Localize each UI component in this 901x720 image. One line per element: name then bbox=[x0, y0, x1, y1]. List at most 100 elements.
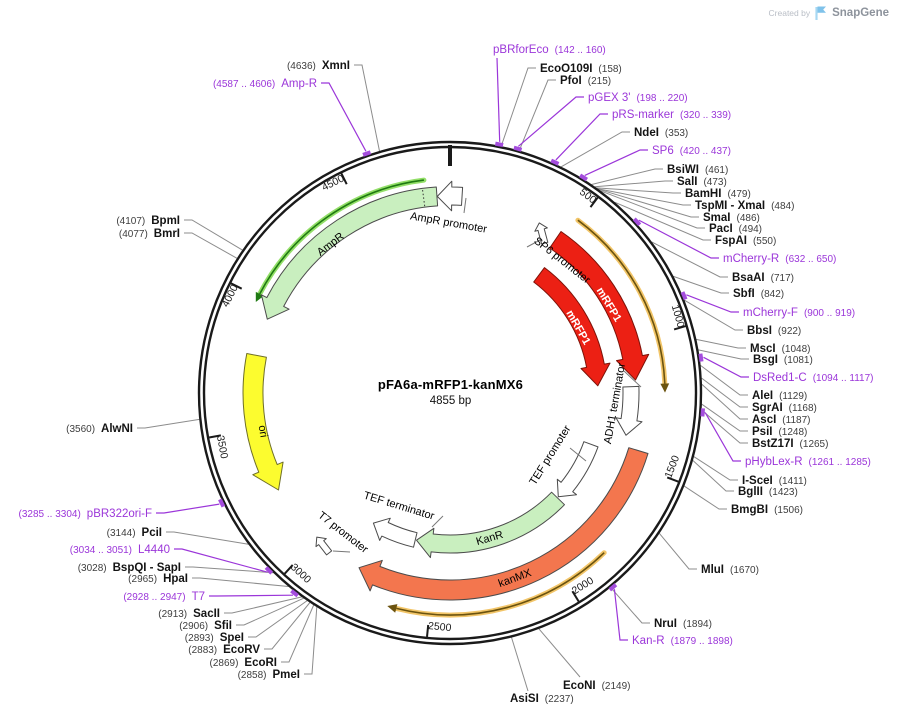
feature-label-ampr-promoter: AmpR promoter bbox=[409, 210, 488, 235]
enzyme-label-FspAI: FspAI (550) bbox=[715, 235, 776, 247]
enzyme-label-BglII: BglII (1423) bbox=[738, 486, 798, 498]
enzyme-label-AlwNI: (3560) AlwNI bbox=[66, 423, 133, 435]
enzyme-leader-BmrI bbox=[184, 232, 238, 259]
enzyme-label-EcoO109I: EcoO109I (158) bbox=[540, 63, 622, 75]
enzyme-leader-AlwNI bbox=[137, 418, 200, 429]
tick-1000 bbox=[673, 325, 686, 331]
primer-label-L4440: (3034 .. 3051) L4440 bbox=[70, 544, 170, 556]
primer-label-pHybLex-R: pHybLex-R (1261 .. 1285) bbox=[745, 456, 871, 468]
enzyme-label-PfoI: PfoI (215) bbox=[560, 75, 611, 87]
primer-ring-mark-SP6 bbox=[579, 173, 588, 182]
enzyme-leader-MluI bbox=[658, 532, 697, 570]
enzyme-leader-SgrAI bbox=[701, 377, 748, 408]
enzyme-leader-HpaI bbox=[192, 577, 289, 587]
feature-label-ori: ori bbox=[256, 424, 270, 438]
feature-ori bbox=[242, 353, 284, 491]
enzyme-leader-SbfI bbox=[673, 275, 729, 294]
feature-adh1-terminator bbox=[615, 385, 643, 436]
primer-label-SP6: SP6 (420 .. 437) bbox=[652, 145, 731, 157]
enzyme-leader-EcoNI bbox=[538, 628, 581, 678]
enzyme-label-AleI: AleI (1129) bbox=[752, 390, 807, 402]
primer-leader-pBR322ori-F bbox=[156, 503, 220, 514]
created-by-text: Created by bbox=[768, 8, 811, 18]
tick-3000 bbox=[283, 564, 294, 575]
enzyme-leader-PfoI bbox=[518, 79, 556, 151]
primer-label-pRS-marker: pRS-marker (320 .. 339) bbox=[612, 109, 731, 121]
enzyme-leader-AscI bbox=[701, 383, 748, 420]
primer-ring-mark-mCherry-F bbox=[680, 291, 688, 301]
feature-mrfp1-inner bbox=[533, 267, 611, 387]
primer-leader-DsRed1-C bbox=[703, 356, 749, 378]
enzyme-leader-BamHI bbox=[596, 187, 681, 194]
enzyme-label-BpmI: (4107) BpmI bbox=[116, 215, 180, 227]
enzyme-leader-PsiI bbox=[701, 403, 748, 432]
primer-ring-mark-Amp-R bbox=[362, 150, 372, 157]
primer-label-pGEX 3': pGEX 3' (198 .. 220) bbox=[588, 92, 688, 104]
primer-ring-mark-T7 bbox=[290, 589, 299, 598]
primer-leader-L4440 bbox=[174, 548, 268, 573]
enzyme-label-SacII: (2913) SacII bbox=[158, 608, 220, 620]
enzyme-label-MluI: MluI (1670) bbox=[701, 564, 759, 576]
enzyme-label-PacI: PacI (494) bbox=[709, 223, 762, 235]
enzyme-label-BbsI: BbsI (922) bbox=[747, 325, 801, 337]
primer-label-DsRed1-C: DsRed1-C (1094 .. 1117) bbox=[753, 372, 873, 384]
enzyme-leader-SacII bbox=[224, 596, 303, 614]
enzyme-leader-TspMI - XmaI bbox=[597, 188, 691, 206]
enzyme-label-BmgBI: BmgBI (1506) bbox=[731, 504, 803, 516]
enzyme-leader-FspAI bbox=[614, 201, 711, 241]
enzyme-leader-SfiI bbox=[236, 597, 304, 626]
primer-leader-T7 bbox=[209, 594, 294, 597]
primer-ring-mark-Kan-R bbox=[608, 583, 618, 592]
enzyme-leader-PmeI bbox=[304, 606, 318, 675]
enzyme-leader-EcoRI bbox=[281, 604, 315, 663]
enzyme-leader-BsgI bbox=[698, 349, 749, 360]
orf-ampr-region-core bbox=[258, 179, 424, 295]
primer-ring-mark-pBR322ori-F bbox=[218, 498, 226, 508]
enzyme-leader-BbsI bbox=[683, 299, 743, 331]
enzyme-label-BamHI: BamHI (479) bbox=[685, 188, 751, 200]
feature-mrfp1-outer bbox=[549, 231, 650, 381]
tick-label-3500: 3500 bbox=[214, 434, 230, 459]
enzyme-label-BsiWI: BsiWI (461) bbox=[667, 164, 728, 176]
feature-kanr bbox=[416, 491, 565, 559]
feature-label-connector-adh1-terminator bbox=[623, 370, 642, 388]
enzyme-leader-BsiWI bbox=[591, 168, 663, 185]
enzyme-label-EcoNI: EcoNI (2149) bbox=[563, 680, 631, 692]
primer-ring-mark-pRS-marker bbox=[550, 158, 560, 166]
enzyme-leader-NruI bbox=[610, 586, 650, 624]
enzyme-label-AscI: AscI (1187) bbox=[752, 414, 810, 426]
primer-ring-mark-pHybLex-R bbox=[700, 408, 705, 417]
enzyme-label-SgrAI: SgrAI (1168) bbox=[752, 402, 817, 414]
primer-label-pBRforEco: pBRforEco (142 .. 160) bbox=[493, 44, 606, 56]
enzyme-leader-EcoO109I bbox=[500, 67, 536, 147]
enzyme-label-PciI: (3144) PciI bbox=[107, 527, 162, 539]
enzyme-label-AsiSI: AsiSI (2237) bbox=[510, 693, 574, 705]
primer-leader-Kan-R bbox=[613, 589, 628, 641]
enzyme-label-EcoRI: (2869) EcoRI bbox=[210, 657, 278, 669]
enzyme-label-SmaI: SmaI (486) bbox=[703, 212, 760, 224]
enzyme-label-TspMI - XmaI: TspMI - XmaI (484) bbox=[695, 200, 794, 212]
enzyme-label-PsiI: PsiI (1248) bbox=[752, 426, 807, 438]
primer-ring-mark-DsRed1-C bbox=[698, 353, 704, 362]
tick-label-2500: 2500 bbox=[428, 620, 453, 634]
primer-label-Kan-R: Kan-R (1879 .. 1898) bbox=[632, 635, 733, 647]
enzyme-leader-SpeI bbox=[248, 600, 308, 638]
feature-label-tef-terminator: TEF terminator bbox=[362, 490, 436, 523]
feature-label-connector-tef-terminator bbox=[431, 515, 444, 528]
feature-tef-promoter bbox=[556, 441, 599, 498]
enzyme-label-SpeI: (2893) SpeI bbox=[185, 632, 244, 644]
feature-label-connector-t7-promoter bbox=[332, 550, 351, 553]
snapgene-brand-text: SnapGene bbox=[832, 7, 889, 19]
enzyme-leader-I-SceI bbox=[693, 456, 738, 481]
enzyme-leader-MscI bbox=[696, 338, 746, 349]
enzyme-leader-PciI bbox=[166, 531, 249, 545]
enzyme-leader-BsaAI bbox=[651, 241, 728, 278]
backbone-outer-ring bbox=[197, 140, 703, 646]
primer-label-Amp-R: (4587 .. 4606) Amp-R bbox=[213, 78, 317, 90]
primer-ring-mark-L4440 bbox=[264, 566, 274, 575]
enzyme-label-SbfI: SbfI (842) bbox=[733, 288, 784, 300]
enzyme-leader-BglII bbox=[692, 460, 734, 492]
orf-kanr-region-arrowhead bbox=[387, 604, 398, 613]
orf-mrfp1-region-arrowhead bbox=[660, 383, 670, 393]
tick-3500 bbox=[208, 434, 222, 439]
